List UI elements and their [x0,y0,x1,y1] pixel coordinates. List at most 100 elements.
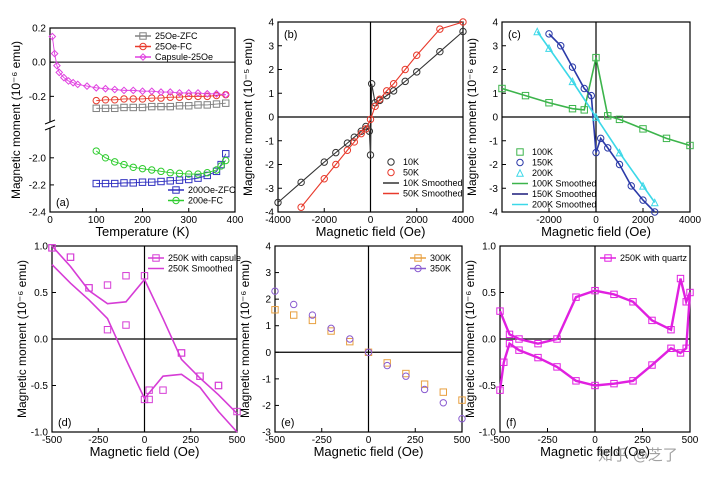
data-point [439,399,447,407]
data-point [166,88,175,96]
data-point [591,112,601,121]
data-point [66,253,75,261]
y-tick-label: -4 [489,208,498,219]
data-point [572,377,580,385]
data-point [92,147,100,155]
y-tick-label: 0.2 [32,24,46,35]
data-point [350,138,359,146]
data-point [184,89,193,97]
data-point [650,198,659,207]
data-point [545,30,553,38]
data-point [382,87,391,95]
data-point [568,104,577,113]
data-point [166,93,174,101]
data-point [639,196,647,204]
y-tick-label: -1 [262,374,271,385]
legend-swatch-marker [139,32,147,40]
data-point [515,335,523,343]
data-point [615,160,624,169]
y-tick-label: -0.5 [479,381,497,392]
data-point [185,102,193,110]
data-point [73,80,82,89]
data-point [568,63,577,71]
data-point [350,133,359,141]
y-tick-label: -2 [265,160,274,171]
data-point [343,139,352,147]
data-point [364,348,373,356]
series-line [95,150,227,175]
legend-swatch-marker [515,168,525,177]
data-point [591,286,599,295]
data-point [686,288,694,297]
data-point [682,298,690,306]
data-point [140,395,149,404]
y-tick-label: 0 [265,348,271,359]
data-point [496,307,504,315]
panel-label: (d) [58,417,71,429]
data-point [332,148,340,157]
series-50K [297,18,467,211]
legend-label: Capsule-25Oe [155,52,213,62]
data-point [346,335,354,343]
data-point [122,272,130,280]
data-point [401,65,409,74]
data-point [50,49,59,58]
y-tick-label: -1 [265,136,274,147]
data-point [111,96,119,104]
data-point [327,327,335,335]
panel-label: (f) [506,417,516,429]
y-tick-label: -0.5 [31,381,49,392]
legend-swatch-marker [387,168,395,177]
y-tick-label: -1.0 [31,428,49,439]
data-point [376,95,384,103]
data-point [129,179,137,187]
data-point [676,349,685,357]
data-point [610,379,618,388]
data-point [297,203,305,211]
data-point [129,163,137,171]
data-point [297,178,305,187]
data-point [597,134,605,143]
data-point [194,174,202,182]
data-point [371,102,379,111]
y-tick-label: 4 [265,242,271,253]
y-tick-label: 0 [492,113,498,124]
data-point [111,158,119,166]
data-point [138,103,147,112]
series-100K [498,53,694,150]
data-point [271,306,279,314]
x-tick-label: 0 [366,435,372,446]
series-line [498,278,692,391]
legend-label: 200Oe-ZFC [188,185,236,195]
panel-b: -4000 -2000 0 2000 4000 -4 -3 -2 -1 0 1 2 3 4 Magnetic… [241,18,475,240]
data-point [557,42,565,50]
data-point [592,53,600,62]
legend-swatch-marker [604,254,612,262]
data-point [366,151,375,159]
y-axis-label: Magnetic moment (10⁻⁶ emu) [15,260,29,418]
y-tick-label: 1 [492,89,498,100]
data-point [233,407,241,416]
data-point [627,182,635,190]
y-tick-label: -3 [262,428,271,439]
data-point [367,80,376,88]
data-point [217,162,225,170]
legend-label: 50K Smoothed [403,189,463,199]
data-point [120,103,128,112]
data-point [92,179,100,188]
y-tick-label: 0.5 [34,288,48,299]
legend-label: 100K [532,147,553,157]
data-point [604,144,612,152]
data-point [48,244,56,252]
x-tick-label: 4000 [452,215,475,226]
data-point [459,18,467,26]
x-tick-label: -250 [537,435,557,446]
legend-label: 100K Smoothed [532,179,597,189]
data-point [175,102,184,110]
data-point [222,156,230,165]
data-point [59,73,68,82]
data-point [572,293,580,301]
data-point [120,160,128,169]
data-point [221,90,230,99]
axis-break-mark [44,125,56,131]
